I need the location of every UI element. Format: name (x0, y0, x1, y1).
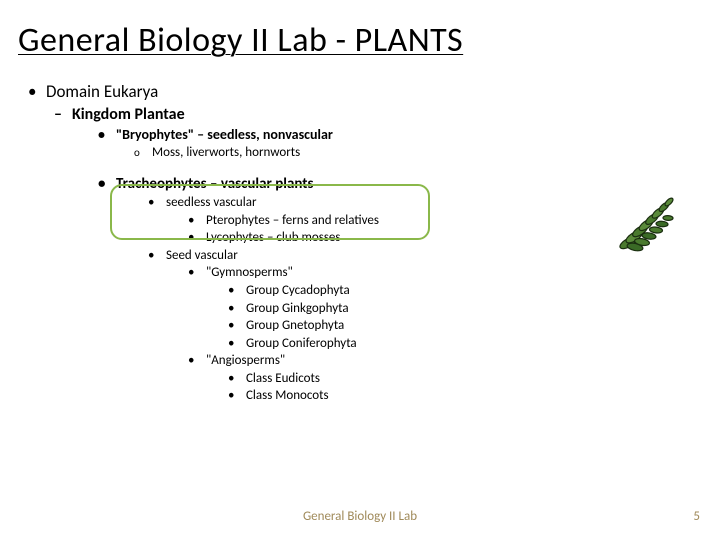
text: Group Coniferophyta (246, 335, 357, 353)
bullet-icon (228, 282, 246, 300)
highlight-group: seedless vascular Pterophytes – ferns an… (28, 194, 692, 405)
text: Class Eudicots (246, 370, 320, 388)
level5-angiosperms: "Angiosperms" (188, 352, 692, 370)
bullet-icon (148, 194, 166, 212)
level6-gnetophyta: Group Gnetophyta (228, 317, 692, 335)
level4-seed-vascular: Seed vascular (148, 247, 692, 265)
text: "Angiosperms" (206, 352, 285, 370)
fern-icon (612, 187, 692, 257)
bullet-icon (228, 300, 246, 318)
level3-bryophytes: "Bryophytes" – seedless, nonvascular (98, 126, 692, 145)
bullet-icon (188, 352, 206, 370)
level6-monocots: Class Monocots (228, 387, 692, 405)
bullet-icon (228, 370, 246, 388)
level4-seedless-vascular: seedless vascular (148, 194, 692, 212)
bullet-icon (188, 212, 206, 230)
bullet-icon (188, 264, 206, 282)
text: "Bryophytes" – seedless, nonvascular (116, 126, 333, 145)
text: Seed vascular (166, 247, 238, 265)
bullet-icon (228, 387, 246, 405)
level6-eudicots: Class Eudicots (228, 370, 692, 388)
text: Group Ginkgophyta (246, 300, 349, 318)
text: Moss, liverworts, hornworts (152, 144, 300, 162)
text: Group Gnetophyta (246, 317, 344, 335)
bullet-icon (98, 126, 116, 145)
text: Domain Eukarya (46, 81, 158, 104)
level1-domain: Domain Eukarya (28, 81, 692, 104)
level6-ginkgophyta: Group Ginkgophyta (228, 300, 692, 318)
level4-bryo-items: Moss, liverworts, hornworts (134, 144, 692, 162)
slide-title: General Biology II Lab - PLANTS (0, 0, 720, 67)
footer-text: General Biology II Lab (0, 509, 720, 524)
circle-bullet-icon (134, 144, 152, 162)
level6-cycadophyta: Group Cycadophyta (228, 282, 692, 300)
slide-body: Domain Eukarya – Kingdom Plantae "Bryoph… (0, 67, 720, 405)
bullet-icon (98, 174, 116, 194)
level3-tracheophytes: Tracheophytes – vascular plants (98, 174, 692, 194)
level6-coniferophyta: Group Coniferophyta (228, 335, 692, 353)
text: Lycophytes – club mosses (206, 229, 340, 247)
dash-icon: – (54, 104, 72, 126)
bullet-icon (188, 229, 206, 247)
level2-kingdom: – Kingdom Plantae (54, 104, 692, 126)
text: Tracheophytes – vascular plants (116, 174, 313, 194)
level5-gymnosperms: "Gymnosperms" (188, 264, 692, 282)
text: Kingdom Plantae (72, 104, 185, 126)
text: seedless vascular (166, 194, 256, 212)
bullet-icon (228, 335, 246, 353)
text: Pterophytes – ferns and relatives (206, 212, 379, 230)
page-number: 5 (693, 509, 700, 524)
bullet-icon (28, 81, 46, 104)
text: "Gymnosperms" (206, 264, 293, 282)
bullet-icon (148, 247, 166, 265)
text: Class Monocots (246, 387, 329, 405)
text: Group Cycadophyta (246, 282, 350, 300)
bullet-icon (228, 317, 246, 335)
